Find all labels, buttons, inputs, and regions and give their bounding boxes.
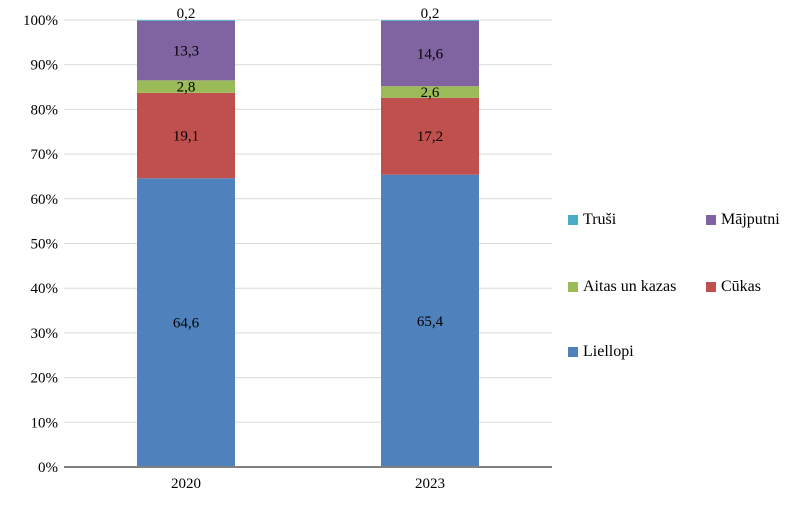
data-label: 13,3	[173, 44, 199, 60]
legend-label: Liellopi	[583, 343, 634, 360]
data-label: 0,2	[177, 6, 196, 22]
bar-segment	[381, 86, 479, 98]
bar-segment	[381, 20, 479, 21]
x-tick-label: 2023	[415, 476, 445, 492]
legend-swatch	[568, 347, 578, 357]
y-tick-label: 60%	[31, 192, 59, 208]
legend-label: Cūkas	[721, 278, 761, 295]
data-label: 17,2	[417, 129, 443, 145]
y-tick-label: 0%	[38, 460, 58, 476]
data-label: 14,6	[417, 47, 444, 63]
legend-swatch	[706, 282, 716, 292]
y-tick-label: 90%	[31, 58, 59, 74]
legend-swatch	[706, 215, 716, 225]
legend-label: Truši	[583, 211, 617, 228]
legend-item: Truši	[568, 211, 616, 229]
legend-item: Cūkas	[706, 278, 761, 296]
y-tick-label: 40%	[31, 281, 59, 297]
data-label: 65,4	[417, 314, 444, 330]
x-axis-ticks: 2020 2023	[171, 476, 445, 492]
bar-segment	[381, 20, 479, 87]
legend-item: Aitas un kazas	[568, 278, 676, 296]
y-tick-label: 70%	[31, 147, 59, 163]
legend-swatch	[568, 282, 578, 292]
bar-segment	[381, 174, 479, 468]
data-label: 64,6	[173, 316, 200, 332]
legend-label: Mājputni	[721, 211, 780, 228]
data-label: 2,8	[177, 80, 196, 96]
y-tick-label: 20%	[31, 371, 59, 387]
bars	[137, 20, 479, 468]
y-tick-label: 10%	[31, 415, 59, 431]
bar-segment	[137, 178, 235, 467]
bar-segment	[137, 20, 235, 21]
data-label: 0,2	[421, 6, 440, 22]
y-tick-label: 100%	[23, 13, 58, 29]
legend-item: Liellopi	[568, 343, 634, 361]
bar-segment	[137, 92, 235, 179]
legend-swatch	[568, 215, 578, 225]
data-label: 19,1	[173, 129, 199, 145]
x-tick-label: 2020	[171, 476, 201, 492]
y-tick-label: 50%	[31, 237, 59, 253]
bar-segment	[137, 20, 235, 81]
legend-item: Mājputni	[706, 211, 780, 229]
bar-segment	[381, 97, 479, 175]
data-label: 2,6	[421, 85, 440, 101]
y-tick-label: 30%	[31, 326, 59, 342]
bar-segment	[137, 80, 235, 93]
y-tick-label: 80%	[31, 102, 59, 118]
data-labels: 64,6 19,1 2,8 13,3 0,2 65,4 17,2 2,6 14,6 0,2	[173, 6, 444, 332]
legend-label: Aitas un kazas	[583, 278, 677, 295]
y-axis-ticks: 0% 10% 20% 30% 40% 50% 60% 70% 80% 90% 100%	[23, 13, 58, 476]
